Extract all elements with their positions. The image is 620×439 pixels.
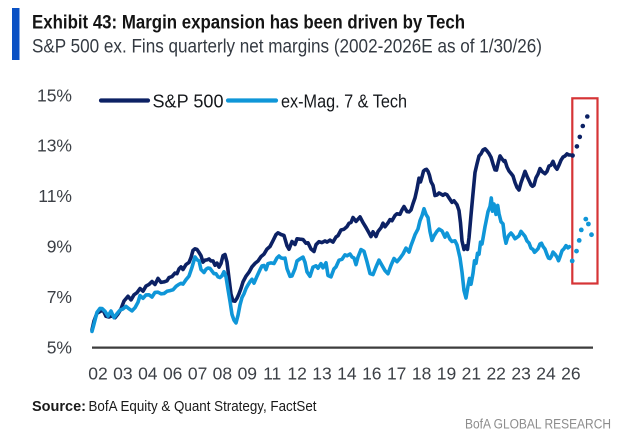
svg-text:13: 13	[312, 363, 331, 383]
svg-text:26: 26	[561, 363, 580, 383]
svg-text:16: 16	[362, 363, 381, 383]
svg-text:21: 21	[462, 363, 481, 383]
svg-text:19: 19	[437, 363, 456, 383]
svg-text:04: 04	[138, 363, 158, 383]
svg-text:7%: 7%	[47, 287, 72, 307]
svg-text:S&P 500: S&P 500	[153, 91, 224, 112]
svg-text:5%: 5%	[47, 337, 72, 357]
svg-text:11: 11	[263, 363, 281, 383]
svg-text:9%: 9%	[47, 237, 72, 257]
svg-text:S&P 500 ex. Fins quarterly net: S&P 500 ex. Fins quarterly net margins (…	[32, 37, 542, 58]
svg-text:13%: 13%	[37, 136, 72, 156]
svg-text:11%: 11%	[38, 186, 72, 206]
svg-text:09: 09	[238, 363, 257, 383]
svg-text:23: 23	[511, 363, 530, 383]
svg-text:17: 17	[387, 363, 406, 383]
svg-text:14: 14	[337, 363, 357, 383]
svg-text:08: 08	[213, 363, 232, 383]
svg-text:15%: 15%	[37, 85, 72, 105]
svg-text:Exhibit 43: Margin expansion h: Exhibit 43: Margin expansion has been dr…	[32, 13, 465, 34]
svg-text:18: 18	[412, 363, 431, 383]
svg-text:ex-Mag. 7 & Tech: ex-Mag. 7 & Tech	[281, 91, 407, 112]
svg-text:07: 07	[188, 363, 207, 383]
svg-text:Source:: Source:	[32, 399, 86, 415]
svg-text:BofA GLOBAL RESEARCH: BofA GLOBAL RESEARCH	[465, 417, 611, 432]
svg-text:02: 02	[88, 363, 107, 383]
svg-text:06: 06	[163, 363, 182, 383]
svg-text:BofA Equity & Quant Strategy,: BofA Equity & Quant Strategy, FactSet	[89, 399, 317, 415]
svg-text:03: 03	[113, 363, 132, 383]
svg-text:22: 22	[486, 363, 505, 383]
svg-text:24: 24	[536, 363, 556, 383]
svg-text:12: 12	[287, 363, 306, 383]
